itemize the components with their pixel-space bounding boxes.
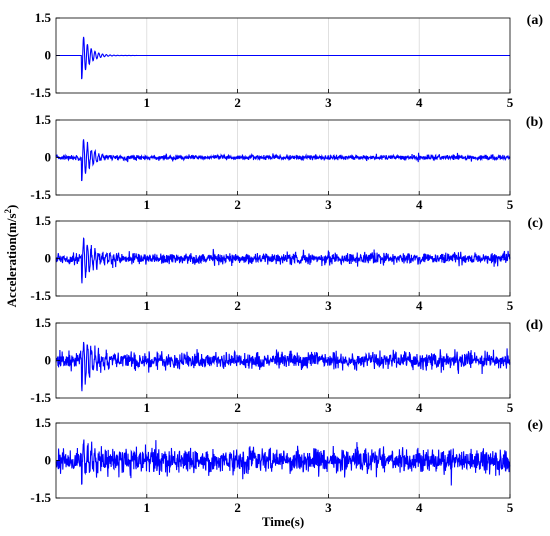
y-tick-label: -1.5 — [30, 187, 51, 202]
x-tick-label: 2 — [234, 95, 241, 110]
x-tick-label: 1 — [144, 500, 151, 515]
x-tick-label: 1 — [144, 197, 151, 212]
x-axis-title: Time(s) — [262, 514, 304, 529]
x-tick-label: 3 — [325, 197, 332, 212]
y-tick-label: 1.5 — [35, 315, 52, 330]
y-tick-label: 0 — [45, 353, 52, 368]
y-tick-label: 1.5 — [35, 213, 52, 228]
y-tick-label: 1.5 — [35, 112, 52, 127]
x-tick-label: 4 — [416, 500, 423, 515]
x-tick-label: 4 — [416, 95, 423, 110]
signal-line — [55, 237, 511, 284]
panels-group: 1 2 3 4 5 -1.5 0 1.5 (a) 1 2 3 4 5 -1.5 0 1.5 (b) 1 2 3 4 5 -1.… — [30, 10, 543, 515]
y-axis-title-main: Acceleration(m/s — [4, 213, 19, 307]
y-tick-label: 0 — [45, 150, 52, 165]
panel-1: 1 2 3 4 5 -1.5 0 1.5 (a) — [30, 10, 543, 110]
x-tick-label: 5 — [507, 95, 514, 110]
y-tick-label: 1.5 — [35, 10, 52, 25]
y-tick-label: -1.5 — [30, 490, 51, 505]
panel-label: (d) — [526, 318, 543, 333]
x-tick-label: 4 — [416, 197, 423, 212]
y-axis-title: Acceleration(m/s2) — [3, 205, 19, 308]
x-tick-label: 5 — [507, 298, 514, 313]
panel-2: 1 2 3 4 5 -1.5 0 1.5 (b) — [30, 112, 543, 212]
x-tick-label: 5 — [507, 500, 514, 515]
panel-label: (e) — [527, 418, 543, 433]
x-tick-label: 2 — [234, 197, 241, 212]
y-tick-label: 0 — [45, 453, 52, 468]
x-tick-label: 5 — [507, 197, 514, 212]
x-tick-label: 2 — [234, 500, 241, 515]
signal-line — [55, 139, 511, 182]
x-tick-label: 4 — [416, 298, 423, 313]
x-tick-label: 1 — [144, 298, 151, 313]
y-axis-title-close: ) — [4, 205, 19, 209]
x-tick-label: 5 — [507, 400, 514, 415]
x-tick-label: 3 — [325, 298, 332, 313]
signal-line — [56, 36, 510, 80]
y-tick-label: 0 — [45, 251, 52, 266]
y-tick-label: 0 — [45, 48, 52, 63]
y-axis-title-superscript: 2 — [3, 208, 13, 213]
y-tick-label: -1.5 — [30, 85, 51, 100]
signal-line — [55, 439, 511, 486]
x-tick-label: 4 — [416, 400, 423, 415]
x-tick-label: 3 — [325, 400, 332, 415]
x-tick-label: 3 — [325, 500, 332, 515]
x-tick-label: 3 — [325, 95, 332, 110]
y-tick-label: 1.5 — [35, 415, 52, 430]
panel-label: (c) — [527, 216, 543, 231]
y-tick-label: -1.5 — [30, 288, 51, 303]
panel-5: 1 2 3 4 5 -1.5 0 1.5 (e) — [30, 415, 543, 515]
x-tick-label: 2 — [234, 400, 241, 415]
signal-line — [55, 341, 511, 392]
panel-label: (a) — [527, 13, 544, 28]
x-tick-label: 1 — [144, 400, 151, 415]
panel-4: 1 2 3 4 5 -1.5 0 1.5 (d) — [30, 315, 543, 415]
x-tick-label: 2 — [234, 298, 241, 313]
panel-3: 1 2 3 4 5 -1.5 0 1.5 (c) — [30, 213, 543, 313]
y-tick-label: -1.5 — [30, 390, 51, 405]
panel-label: (b) — [526, 115, 543, 130]
x-tick-label: 1 — [144, 95, 151, 110]
